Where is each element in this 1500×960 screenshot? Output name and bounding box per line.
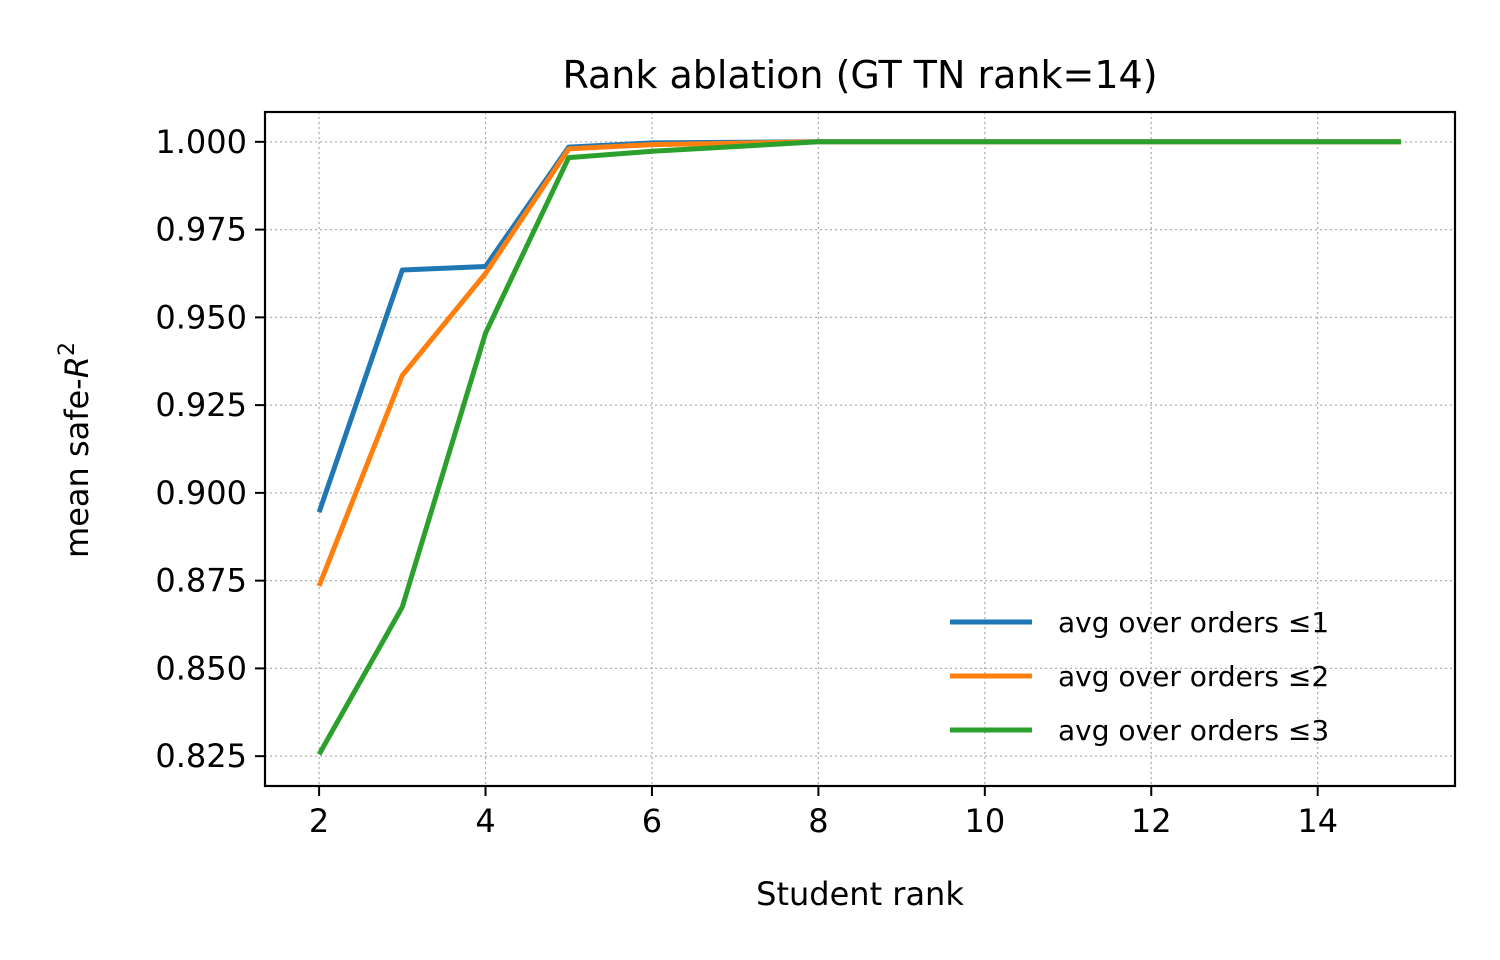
x-tick-label: 4: [475, 802, 495, 840]
y-tick-label: 0.850: [155, 649, 247, 687]
x-axis: 2 4 6 8 10 12 14: [309, 786, 1338, 840]
y-tick-label: 0.875: [155, 562, 247, 600]
plot-frame: [263, 110, 1457, 788]
legend-label-3: avg over orders ≤3: [1058, 714, 1329, 747]
x-tick-label: 2: [309, 802, 329, 840]
series-line-3: [316, 139, 1401, 756]
x-axis-label: Student rank: [756, 875, 964, 913]
y-tick-label: 0.925: [155, 386, 247, 424]
y-tick-label: 0.825: [155, 737, 247, 775]
x-tick-label: 12: [1131, 802, 1172, 840]
series-line-1: [316, 139, 1401, 514]
y-axis-label-var: R: [58, 356, 96, 378]
legend-label-1: avg over orders ≤1: [1058, 606, 1329, 639]
y-tick-label: 0.975: [155, 211, 247, 249]
y-axis: 0.825 0.850 0.875 0.900 0.925 0.950 0.975 1.000: [155, 123, 265, 775]
legend-label-2: avg over orders ≤2: [1058, 660, 1329, 693]
y-axis-label: mean safe-R2: [55, 342, 96, 558]
x-tick-label: 10: [964, 802, 1005, 840]
y-tick-label: 1.000: [155, 123, 247, 161]
y-tick-label: 0.900: [155, 474, 247, 512]
series-line-2: [316, 139, 1401, 587]
legend: avg over orders ≤1 avg over orders ≤2 avg …: [950, 606, 1329, 747]
y-axis-label-prefix: mean safe-: [58, 378, 96, 558]
x-tick-label: 6: [642, 802, 662, 840]
x-tick-label: 14: [1297, 802, 1338, 840]
y-tick-label: 0.950: [155, 298, 247, 336]
y-axis-label-sup: 2: [55, 342, 80, 356]
x-tick-label: 8: [808, 802, 828, 840]
series-lines: [316, 139, 1401, 756]
chart-title: Rank ablation (GT TN rank=14): [562, 53, 1157, 97]
